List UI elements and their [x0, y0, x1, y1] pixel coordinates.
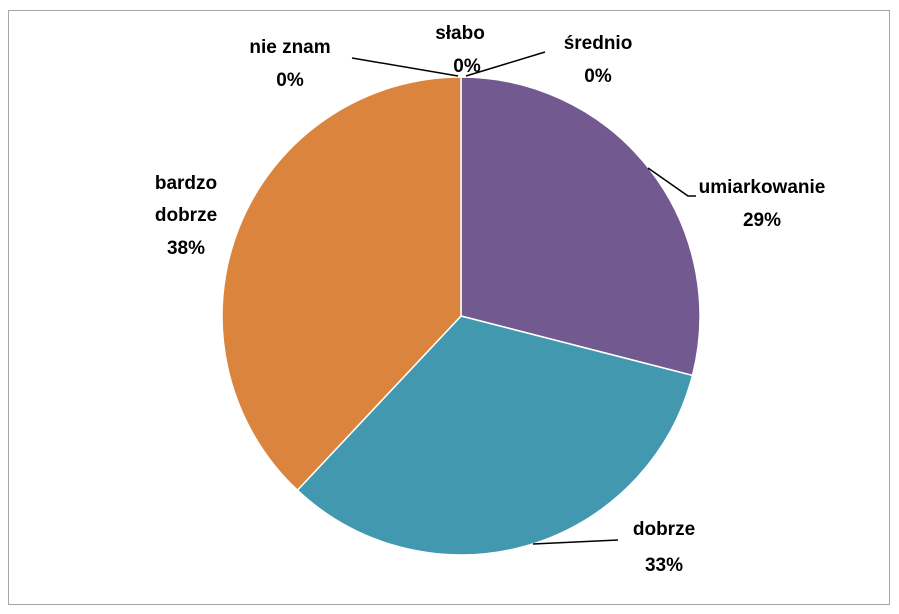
pie-slice: [296, 315, 694, 556]
leader-line: [465, 51, 546, 77]
category-label: umiarkowanie: [698, 177, 826, 198]
category-label: bardzo dobrze: [154, 173, 218, 226]
value-label: 29%: [742, 210, 782, 231]
category-label: średnio: [563, 33, 633, 54]
category-label: słabo: [435, 23, 485, 44]
leader-line: [647, 167, 696, 197]
slice-label: umiarkowanie 29%: [682, 172, 842, 238]
slice-label: nie znam 0%: [230, 32, 350, 98]
slice-label: dobrze 33%: [609, 514, 719, 586]
value-label: 38%: [166, 238, 206, 259]
pie-slice: [221, 76, 462, 492]
leader-line: [532, 539, 619, 545]
value-label: 0%: [584, 66, 612, 87]
value-label: 0%: [453, 56, 481, 77]
slice-label: słabo 0%: [415, 18, 505, 84]
category-label: dobrze: [632, 519, 696, 540]
category-label: nie znam: [249, 37, 331, 58]
slice-label: bardzo dobrze 38%: [141, 168, 231, 266]
slice-label: średnio 0%: [543, 28, 653, 94]
value-label: 0%: [276, 70, 304, 91]
value-label: 33%: [644, 555, 684, 576]
leader-line: [351, 57, 459, 77]
